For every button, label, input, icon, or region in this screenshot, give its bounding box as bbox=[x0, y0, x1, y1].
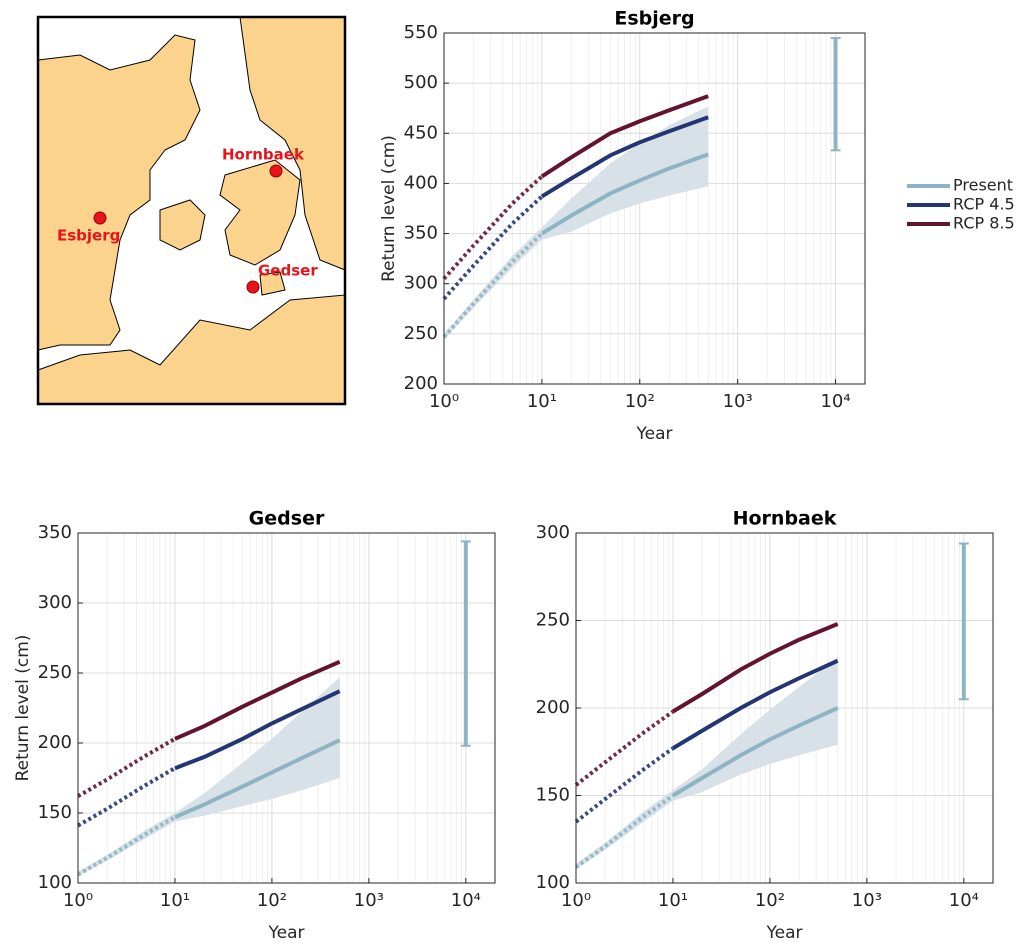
series-line bbox=[174, 689, 341, 771]
x-tick-label: 10⁴ bbox=[820, 391, 850, 412]
y-tick-label: 150 bbox=[38, 802, 72, 823]
x-tick-label: 10¹ bbox=[160, 890, 190, 911]
y-tick-label: 350 bbox=[38, 522, 72, 543]
series-line-extrapolated bbox=[442, 194, 544, 301]
series-line-extrapolated bbox=[574, 709, 675, 787]
x-tick-label: 10⁰ bbox=[63, 890, 93, 911]
series-line-extrapolated bbox=[77, 737, 176, 798]
land-jutland bbox=[37, 34, 201, 351]
station-label: Hornbaek bbox=[222, 146, 305, 164]
x-tick-label: 10³ bbox=[852, 890, 882, 911]
chart-title: Hornbaek bbox=[733, 508, 837, 530]
chart-title: Gedser bbox=[249, 508, 325, 530]
y-tick-label: 300 bbox=[404, 273, 438, 294]
x-tick-label: 10² bbox=[625, 391, 655, 412]
series-line bbox=[540, 152, 709, 236]
x-tick-label: 10¹ bbox=[527, 391, 557, 412]
y-axis-label: Return level (cm) bbox=[379, 135, 399, 282]
series-line bbox=[174, 738, 341, 820]
station-marker bbox=[246, 280, 260, 294]
series-line-extrapolated bbox=[442, 174, 544, 281]
x-axis-label: Year bbox=[636, 424, 673, 444]
land-zealand bbox=[219, 159, 301, 266]
series-line-extrapolated bbox=[77, 815, 176, 877]
y-tick-label: 250 bbox=[536, 610, 570, 631]
y-tick-label: 150 bbox=[536, 785, 570, 806]
station-marker bbox=[93, 211, 107, 225]
legend-label: RCP 4.5 bbox=[953, 195, 1015, 214]
x-tick-label: 10¹ bbox=[658, 890, 688, 911]
y-tick-label: 450 bbox=[404, 122, 438, 143]
x-axis-label: Year bbox=[268, 923, 305, 943]
x-tick-label: 10⁴ bbox=[949, 890, 979, 911]
y-tick-label: 200 bbox=[404, 373, 438, 394]
map-frame bbox=[36, 15, 347, 406]
series-line-extrapolated bbox=[574, 793, 675, 869]
y-tick-label: 250 bbox=[38, 662, 72, 683]
confidence-band bbox=[78, 677, 340, 876]
y-tick-label: 200 bbox=[536, 697, 570, 718]
series-line bbox=[540, 115, 709, 199]
series-line bbox=[540, 94, 709, 179]
land-falster bbox=[259, 271, 286, 296]
y-tick-label: 500 bbox=[404, 72, 438, 93]
chart-title: Esbjerg bbox=[614, 8, 694, 30]
y-tick-label: 550 bbox=[404, 22, 438, 43]
confidence-band bbox=[444, 106, 709, 340]
x-tick-label: 10² bbox=[257, 890, 287, 911]
series-line-extrapolated bbox=[574, 746, 675, 824]
x-tick-label: 10⁰ bbox=[429, 391, 459, 412]
legend-label: Present bbox=[953, 176, 1013, 195]
y-tick-label: 300 bbox=[38, 592, 72, 613]
series-line-extrapolated bbox=[77, 766, 176, 828]
x-tick-label: 10³ bbox=[723, 391, 753, 412]
station-marker bbox=[269, 164, 283, 178]
x-tick-label: 10⁴ bbox=[451, 890, 481, 911]
station-label: Gedser bbox=[258, 262, 318, 280]
plot-frame bbox=[443, 32, 866, 385]
plot-frame bbox=[77, 532, 496, 884]
y-tick-label: 400 bbox=[404, 172, 438, 193]
y-tick-label: 200 bbox=[38, 732, 72, 753]
y-tick-label: 100 bbox=[536, 872, 570, 893]
plot-frame bbox=[575, 532, 994, 884]
land-funen bbox=[159, 199, 206, 251]
y-tick-label: 300 bbox=[536, 522, 570, 543]
x-tick-label: 10⁰ bbox=[561, 890, 591, 911]
series-line-extrapolated bbox=[442, 232, 544, 339]
y-axis-label: Return level (cm) bbox=[13, 635, 33, 782]
x-tick-label: 10³ bbox=[354, 890, 384, 911]
x-tick-label: 10² bbox=[755, 890, 785, 911]
confidence-band bbox=[576, 657, 838, 869]
legend-label: RCP 8.5 bbox=[953, 214, 1015, 233]
series-line bbox=[174, 659, 341, 741]
series-line bbox=[671, 658, 839, 750]
y-tick-label: 250 bbox=[404, 323, 438, 344]
map: Esbjerg Hornbaek Gedser bbox=[36, 15, 347, 406]
series-line bbox=[671, 706, 839, 798]
series-line bbox=[671, 622, 839, 714]
y-tick-label: 100 bbox=[38, 872, 72, 893]
station-label: Esbjerg bbox=[57, 227, 120, 245]
x-axis-label: Year bbox=[766, 923, 803, 943]
y-tick-label: 350 bbox=[404, 223, 438, 244]
